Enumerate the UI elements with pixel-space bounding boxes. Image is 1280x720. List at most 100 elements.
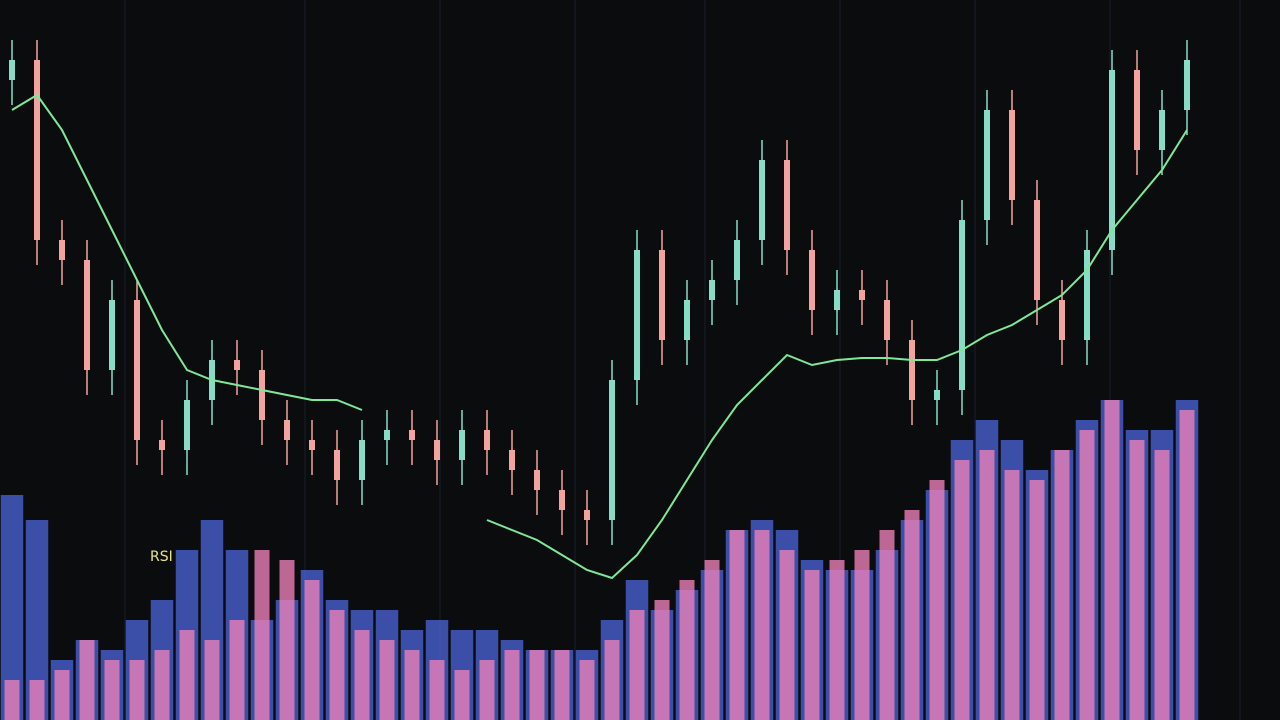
oscillator-bar: [354, 630, 370, 720]
oscillator-bar: [25, 520, 49, 720]
oscillator-bar: [204, 640, 220, 720]
candle-body: [1084, 250, 1090, 340]
oscillator-bar: [504, 650, 520, 720]
candle-body: [159, 440, 165, 450]
candle-body: [1059, 300, 1065, 340]
candle-body: [359, 440, 365, 480]
oscillator-bar: [379, 640, 395, 720]
oscillator-bar: [1004, 470, 1020, 720]
oscillator-bar: [854, 550, 870, 720]
oscillator-bar: [1179, 410, 1195, 720]
candle-body: [709, 280, 715, 300]
oscillator-bar: [704, 560, 720, 720]
oscillator-bar: [479, 660, 495, 720]
candle-body: [634, 250, 640, 380]
candle-body: [884, 300, 890, 340]
oscillator-bar: [29, 680, 45, 720]
oscillator-bar: [304, 580, 320, 720]
candle-body: [1184, 60, 1190, 110]
candle-body: [259, 370, 265, 420]
candle-body: [1134, 70, 1140, 150]
moving-average-line: [11, 93, 1188, 580]
oscillator-bar: [129, 660, 145, 720]
candle-body: [234, 360, 240, 370]
candle-body: [559, 490, 565, 510]
oscillator-bar: [279, 560, 295, 720]
oscillator-bar: [79, 640, 95, 720]
candle-body: [959, 220, 965, 390]
candle-body: [334, 450, 340, 480]
oscillator-bar: [54, 670, 70, 720]
candle-body: [434, 440, 440, 460]
candle-body: [784, 160, 790, 250]
oscillator-bar: [0, 495, 24, 720]
candle-body: [534, 470, 540, 490]
oscillator-bar: [1154, 450, 1170, 720]
candle-body: [109, 300, 115, 370]
oscillator-bar: [179, 630, 195, 720]
candle-body: [59, 240, 65, 260]
candle-body: [909, 340, 915, 400]
oscillator-bar: [904, 510, 920, 720]
candle-body: [684, 300, 690, 340]
oscillator-bar: [254, 550, 270, 720]
candle-body: [984, 110, 990, 220]
candle-body: [484, 430, 490, 450]
candle-body: [384, 430, 390, 440]
candle-body: [734, 240, 740, 280]
candle-body: [759, 160, 765, 240]
candle-body: [1034, 200, 1040, 300]
oscillator-bar: [779, 550, 795, 720]
annotation: RSI: [150, 549, 173, 565]
candle-body: [809, 250, 815, 310]
oscillator-bar: [4, 680, 20, 720]
oscillator-bar: [579, 660, 595, 720]
candle-body: [409, 430, 415, 440]
oscillator-bar: [929, 480, 945, 720]
oscillator-bar: [554, 650, 570, 720]
oscillator-bar: [454, 670, 470, 720]
oscillator-bar: [104, 660, 120, 720]
candle-body: [309, 440, 315, 450]
candle-body: [284, 420, 290, 440]
oscillator-bar: [229, 620, 245, 720]
oscillator-bar: [404, 650, 420, 720]
oscillator-bar: [1129, 440, 1145, 720]
oscillator-bar: [629, 610, 645, 720]
oscillator-bar: [329, 610, 345, 720]
oscillator-bar: [1054, 450, 1070, 720]
oscillator-bar: [829, 560, 845, 720]
candle-body: [1009, 110, 1015, 200]
oscillator-bar: [954, 460, 970, 720]
candle-body: [659, 250, 665, 340]
candle-body: [459, 430, 465, 460]
oscillator-bar: [429, 660, 445, 720]
candle-body: [834, 290, 840, 310]
oscillator-bar: [654, 600, 670, 720]
candle-body: [584, 510, 590, 520]
candle-body: [9, 60, 15, 80]
candle-body: [934, 390, 940, 400]
candle-body: [1159, 110, 1165, 150]
candle-body: [84, 260, 90, 370]
oscillator-bar: [1104, 400, 1120, 720]
oscillator-bar: [879, 530, 895, 720]
oscillator-bar: [529, 650, 545, 720]
oscillator-bar: [804, 570, 820, 720]
candle-body: [609, 380, 615, 520]
oscillator-bar: [679, 580, 695, 720]
oscillator-bar: [154, 650, 170, 720]
candle-body: [859, 290, 865, 300]
oscillator-bar: [979, 450, 995, 720]
candle-body: [134, 300, 140, 440]
candle-body: [1109, 70, 1115, 250]
oscillator-bar: [729, 530, 745, 720]
oscillator-bar: [1029, 480, 1045, 720]
oscillator-bar: [604, 640, 620, 720]
oscillator-bar: [754, 530, 770, 720]
oscillator-bar: [1079, 430, 1095, 720]
candle-body: [509, 450, 515, 470]
candle-body: [184, 400, 190, 450]
candle-body: [34, 60, 40, 240]
